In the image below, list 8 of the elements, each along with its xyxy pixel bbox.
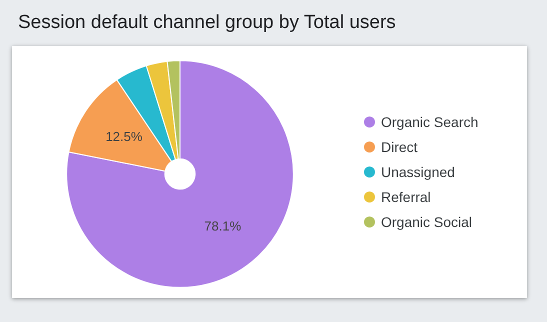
legend-label: Organic Search bbox=[381, 114, 478, 130]
legend-label: Organic Social bbox=[381, 214, 472, 230]
data-label: 78.1% bbox=[204, 218, 242, 234]
chart-title: Session default channel group by Total users bbox=[18, 12, 396, 34]
data-label: 12.5% bbox=[106, 129, 143, 144]
legend-label: Referral bbox=[381, 189, 431, 205]
legend-label: Direct bbox=[381, 139, 418, 155]
legend-label: Unassigned bbox=[381, 164, 455, 180]
